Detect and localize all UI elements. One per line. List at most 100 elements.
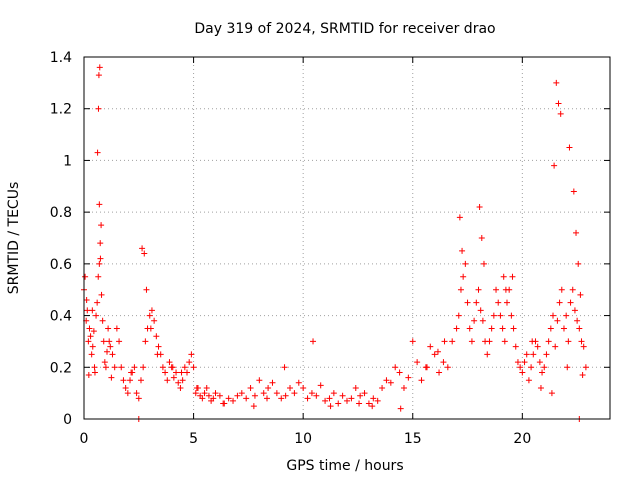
data-point <box>543 351 550 358</box>
data-point <box>192 390 199 397</box>
data-point <box>95 72 102 79</box>
data-point <box>83 297 90 304</box>
data-point <box>278 395 285 402</box>
data-point <box>85 372 92 379</box>
data-point <box>84 307 91 314</box>
data-point <box>97 240 104 247</box>
data-point <box>414 359 421 366</box>
data-point <box>573 229 580 236</box>
data-point <box>440 359 447 366</box>
data-point <box>579 372 586 379</box>
data-point <box>199 395 206 402</box>
data-point <box>106 338 113 345</box>
data-point <box>273 390 280 397</box>
data-point <box>88 351 95 358</box>
data-point <box>528 364 535 371</box>
data-point <box>530 351 537 358</box>
data-point <box>131 364 138 371</box>
grid <box>84 57 610 419</box>
data-point <box>113 325 120 332</box>
data-point <box>287 384 294 391</box>
data-point <box>304 395 311 402</box>
data-point <box>569 286 576 293</box>
data-point <box>128 369 135 376</box>
data-point <box>295 379 302 386</box>
data-point <box>310 338 317 345</box>
data-point <box>107 343 114 350</box>
data-point <box>164 377 171 384</box>
data-point <box>575 260 582 267</box>
data-point <box>141 250 148 257</box>
data-point <box>436 369 443 376</box>
data-point <box>151 317 158 324</box>
data-point <box>122 384 129 391</box>
data-point <box>120 377 127 384</box>
data-point <box>147 325 154 332</box>
data-point <box>525 377 532 384</box>
data-point <box>571 307 578 314</box>
data-point <box>409 338 416 345</box>
data-point <box>238 390 245 397</box>
data-point <box>369 403 376 410</box>
data-point <box>139 245 146 252</box>
data-point <box>137 377 144 384</box>
data-point <box>566 144 573 151</box>
y-tick-label: 1 <box>63 153 72 169</box>
data-point <box>529 338 536 345</box>
data-point <box>133 390 140 397</box>
data-point <box>87 333 94 340</box>
data-point <box>95 273 102 280</box>
data-point <box>225 395 232 402</box>
data-point <box>556 299 563 306</box>
data-point <box>186 359 193 366</box>
data-point <box>499 325 506 332</box>
data-point <box>327 403 334 410</box>
data-point <box>86 325 93 332</box>
data-point <box>547 325 554 332</box>
data-point <box>580 343 587 350</box>
data-point <box>247 384 254 391</box>
data-point <box>317 382 324 389</box>
data-point <box>514 359 521 366</box>
data-point <box>300 384 307 391</box>
data-point <box>456 214 463 221</box>
data-point <box>135 395 142 402</box>
data-point <box>379 384 386 391</box>
y-tick-labels: 0 0.2 0.4 0.6 0.8 1 1.2 1.4 <box>50 50 72 428</box>
data-point <box>177 384 184 391</box>
data-point <box>140 364 147 371</box>
data-point <box>374 397 381 404</box>
data-point <box>155 343 162 350</box>
data-point <box>118 364 125 371</box>
data-point <box>148 307 155 314</box>
data-point <box>124 390 131 397</box>
data-point <box>400 384 407 391</box>
data-point <box>552 343 559 350</box>
data-point <box>146 312 153 319</box>
data-point <box>564 364 571 371</box>
data-point <box>178 369 185 376</box>
data-point <box>234 392 241 399</box>
data-point <box>565 338 572 345</box>
data-point <box>396 369 403 376</box>
data-point <box>96 64 103 71</box>
data-point <box>501 338 508 345</box>
data-point <box>553 79 560 86</box>
data-point <box>476 203 483 210</box>
y-tick-label: 0.4 <box>50 309 72 325</box>
data-point <box>567 299 574 306</box>
data-point <box>90 328 97 335</box>
data-point <box>493 286 500 293</box>
data-point <box>216 392 223 399</box>
data-point <box>539 369 546 376</box>
data-point <box>108 374 115 381</box>
data-point <box>260 390 267 397</box>
x-tick-label: 20 <box>513 431 531 447</box>
data-point <box>98 222 105 229</box>
data-point <box>557 110 564 117</box>
data-point <box>479 317 486 324</box>
data-point <box>509 273 516 280</box>
data-point <box>344 397 350 404</box>
data-point <box>488 325 495 332</box>
data-point <box>545 338 552 345</box>
